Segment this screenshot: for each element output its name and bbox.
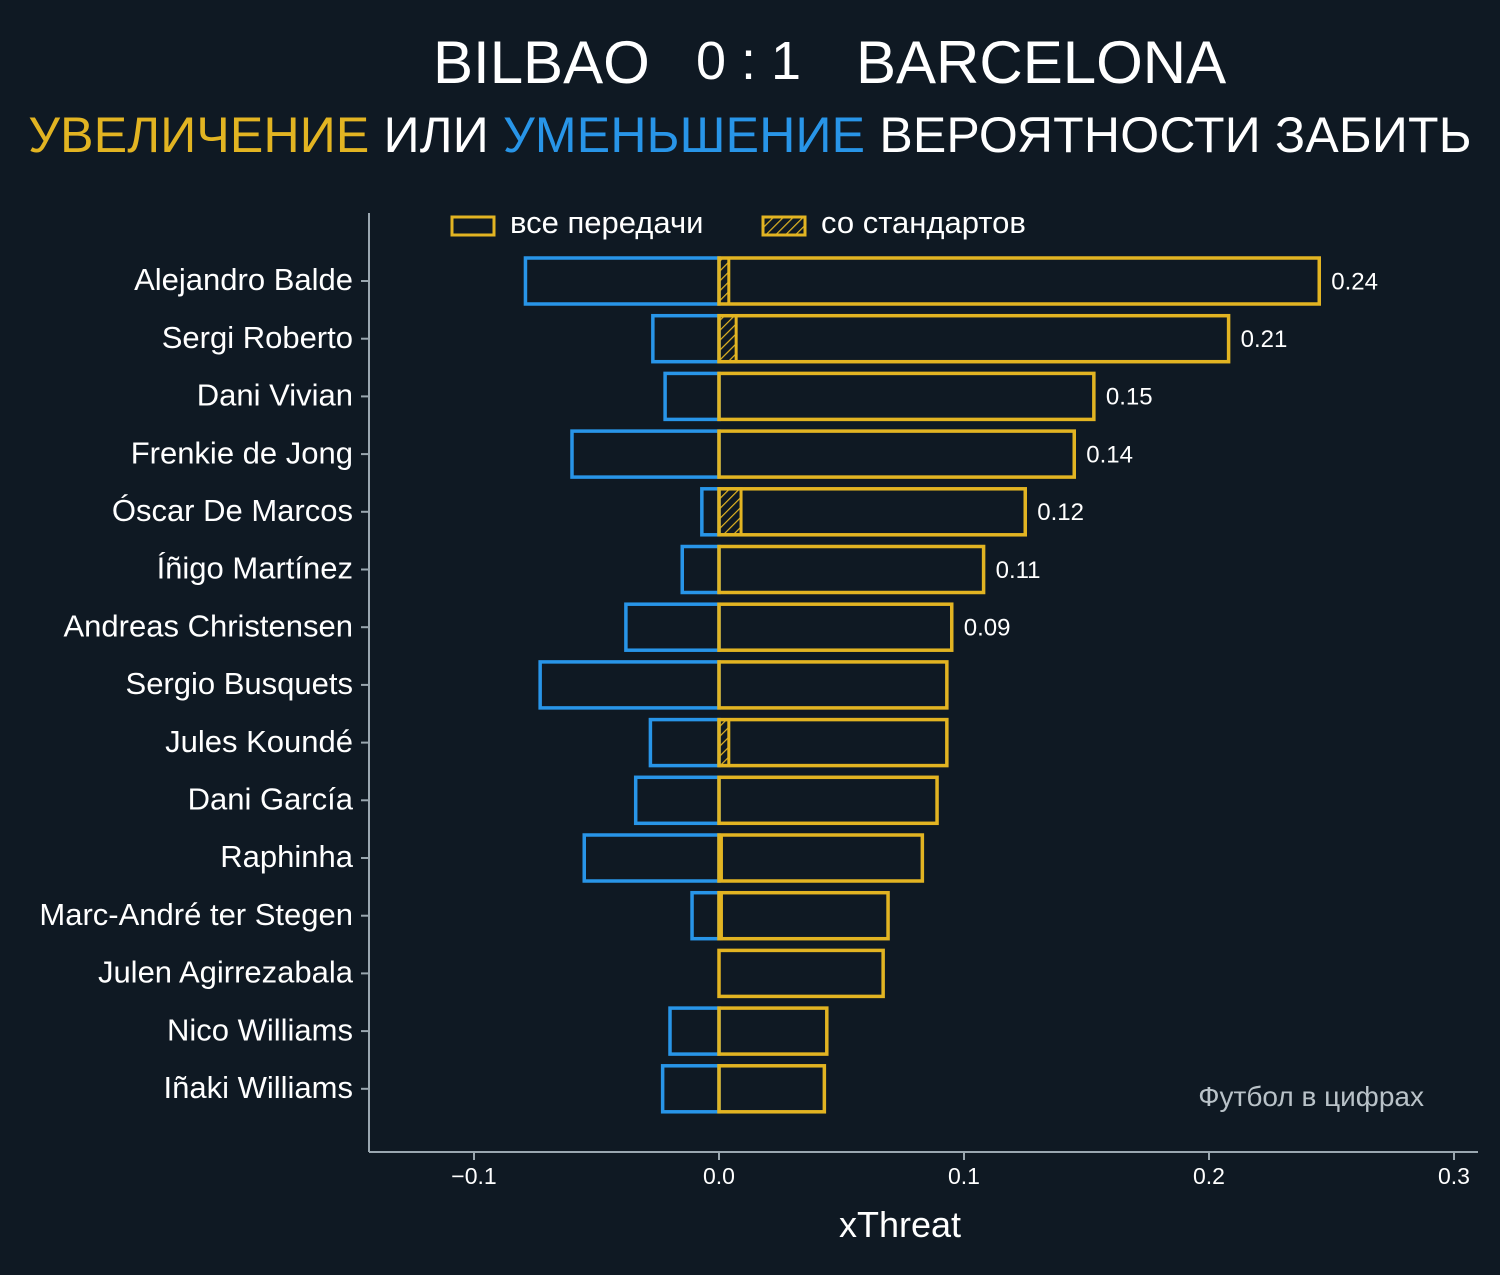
y-label-dani-garcia: Dani García xyxy=(188,781,354,816)
bar-negative-dani-vivian xyxy=(663,371,721,422)
legend-swatch-all-passes xyxy=(450,215,496,237)
y-label-raphinha: Raphinha xyxy=(220,839,353,874)
value-label-andreas-christensen: 0.09 xyxy=(964,615,1011,642)
bar-negative-sergi-roberto xyxy=(651,313,721,364)
bar-positive-dani-garcia xyxy=(717,775,939,826)
bars-group: 0.24 0.21 0.15 0.14 0.12 0.11 0.09 xyxy=(523,256,1378,1114)
x-tick-label-3: 0.2 xyxy=(1193,1163,1225,1189)
bar-positive-oscar-de-marcos xyxy=(717,487,1027,537)
subtitle-decrease-word: УМЕНЬШЕНИЕ xyxy=(502,107,866,163)
bar-positive-alejandro-balde xyxy=(717,256,1321,306)
value-label-inigo-martinez: 0.11 xyxy=(996,557,1041,584)
bar-negative-inigo-martinez xyxy=(680,544,721,595)
y-tick-labels: Alejandro Balde Sergi Roberto Dani Vivian F… xyxy=(39,262,369,1105)
match-score: 0 : 1 xyxy=(696,31,802,91)
bar-positive-dani-vivian xyxy=(717,371,1096,422)
bar-positive-sergi-roberto xyxy=(717,313,1231,364)
value-label-sergi-roberto: 0.21 xyxy=(1241,326,1288,353)
bar-negative-raphinha xyxy=(582,833,721,883)
y-label-dani-vivian: Dani Vivian xyxy=(197,378,353,413)
chart-legend: все передачи со стандартов xyxy=(450,205,1026,240)
bar-positive-raphinha xyxy=(717,833,925,883)
bar-positive-inigo-martinez xyxy=(717,544,986,595)
value-label-frenkie-de-jong: 0.14 xyxy=(1086,441,1133,468)
x-tick-label-2: 0.1 xyxy=(948,1163,980,1189)
subtitle-or-word: ИЛИ xyxy=(383,107,489,163)
axes-group xyxy=(368,213,1478,1153)
y-label-frenkie-de-jong: Frenkie de Jong xyxy=(131,435,353,470)
bar-negative-inaki-williams xyxy=(660,1064,721,1114)
bar-negative-alejandro-balde xyxy=(523,256,721,306)
x-tick-label-1: 0.0 xyxy=(703,1163,735,1189)
bar-negative-oscar-de-marcos xyxy=(700,487,721,537)
legend-swatch-set-pieces xyxy=(761,215,807,237)
chart-subtitle: УВЕЛИЧЕНИЕ ИЛИ УМЕНЬШЕНИЕ ВЕРОЯТНОСТИ ЗА… xyxy=(0,106,1500,164)
subtitle-rest: ВЕРОЯТНОСТИ ЗАБИТЬ xyxy=(879,107,1472,163)
legend-label-set-pieces: со стандартов xyxy=(821,205,1026,240)
bar-positive-frenkie-de-jong xyxy=(717,429,1076,479)
y-label-marc-andre-ter-stegen: Marc-André ter Stegen xyxy=(39,897,353,932)
value-label-dani-vivian: 0.15 xyxy=(1106,384,1153,411)
y-label-andreas-christensen: Andreas Christensen xyxy=(64,608,354,643)
bar-negative-jules-kounde xyxy=(648,717,721,768)
y-label-sergi-roberto: Sergi Roberto xyxy=(162,320,353,355)
bar-negative-nico-williams xyxy=(668,1006,721,1056)
y-label-alejandro-balde: Alejandro Balde xyxy=(134,262,353,297)
bar-negative-andreas-christensen xyxy=(624,602,721,652)
x-axis-label: xThreat xyxy=(839,1204,961,1245)
bar-negative-marc-andre-ter-stegen xyxy=(690,890,721,941)
bar-positive-sergio-busquets xyxy=(717,660,949,710)
y-label-oscar-de-marcos: Óscar De Marcos xyxy=(112,493,353,528)
away-team-name: BARCELONA xyxy=(856,29,1227,96)
y-label-sergio-busquets: Sergio Busquets xyxy=(126,666,353,701)
bar-positive-nico-williams xyxy=(717,1006,829,1056)
x-tick-label-4: 0.3 xyxy=(1438,1163,1470,1189)
bar-positive-marc-andre-ter-stegen xyxy=(717,890,890,941)
bar-set-pieces-oscar-de-marcos xyxy=(717,487,743,537)
bar-positive-jules-kounde xyxy=(717,717,949,768)
y-label-inaki-williams: Iñaki Williams xyxy=(164,1070,353,1105)
bar-set-pieces-sergi-roberto xyxy=(717,314,738,364)
bar-positive-inaki-williams xyxy=(717,1064,827,1114)
bar-negative-dani-garcia xyxy=(633,775,721,826)
legend-label-all-passes: все передачи xyxy=(510,205,703,240)
value-label-alejandro-balde: 0.24 xyxy=(1331,268,1378,295)
bar-positive-andreas-christensen xyxy=(717,602,954,652)
value-label-oscar-de-marcos: 0.12 xyxy=(1037,499,1084,526)
home-team-name: BILBAO xyxy=(433,29,650,96)
x-tick-label-0: −0.1 xyxy=(451,1163,496,1189)
credit-text: Футбол в цифрах xyxy=(1198,1081,1424,1112)
title-row: BILBAO 0 : 1 BARCELONA xyxy=(0,28,1500,108)
bar-positive-julen-agirrezabala xyxy=(717,948,885,999)
bar-negative-sergio-busquets xyxy=(538,660,721,710)
y-label-nico-williams: Nico Williams xyxy=(167,1012,353,1047)
subtitle-increase-word: УВЕЛИЧЕНИЕ xyxy=(28,107,370,163)
bar-negative-frenkie-de-jong xyxy=(570,429,721,479)
y-label-jules-kounde: Jules Koundé xyxy=(165,724,353,759)
y-label-julen-agirrezabala: Julen Agirrezabala xyxy=(98,955,354,990)
y-label-inigo-martinez: Íñigo Martínez xyxy=(157,551,353,586)
x-ticks: −0.1 0.0 0.1 0.2 0.3 xyxy=(451,1152,1470,1189)
